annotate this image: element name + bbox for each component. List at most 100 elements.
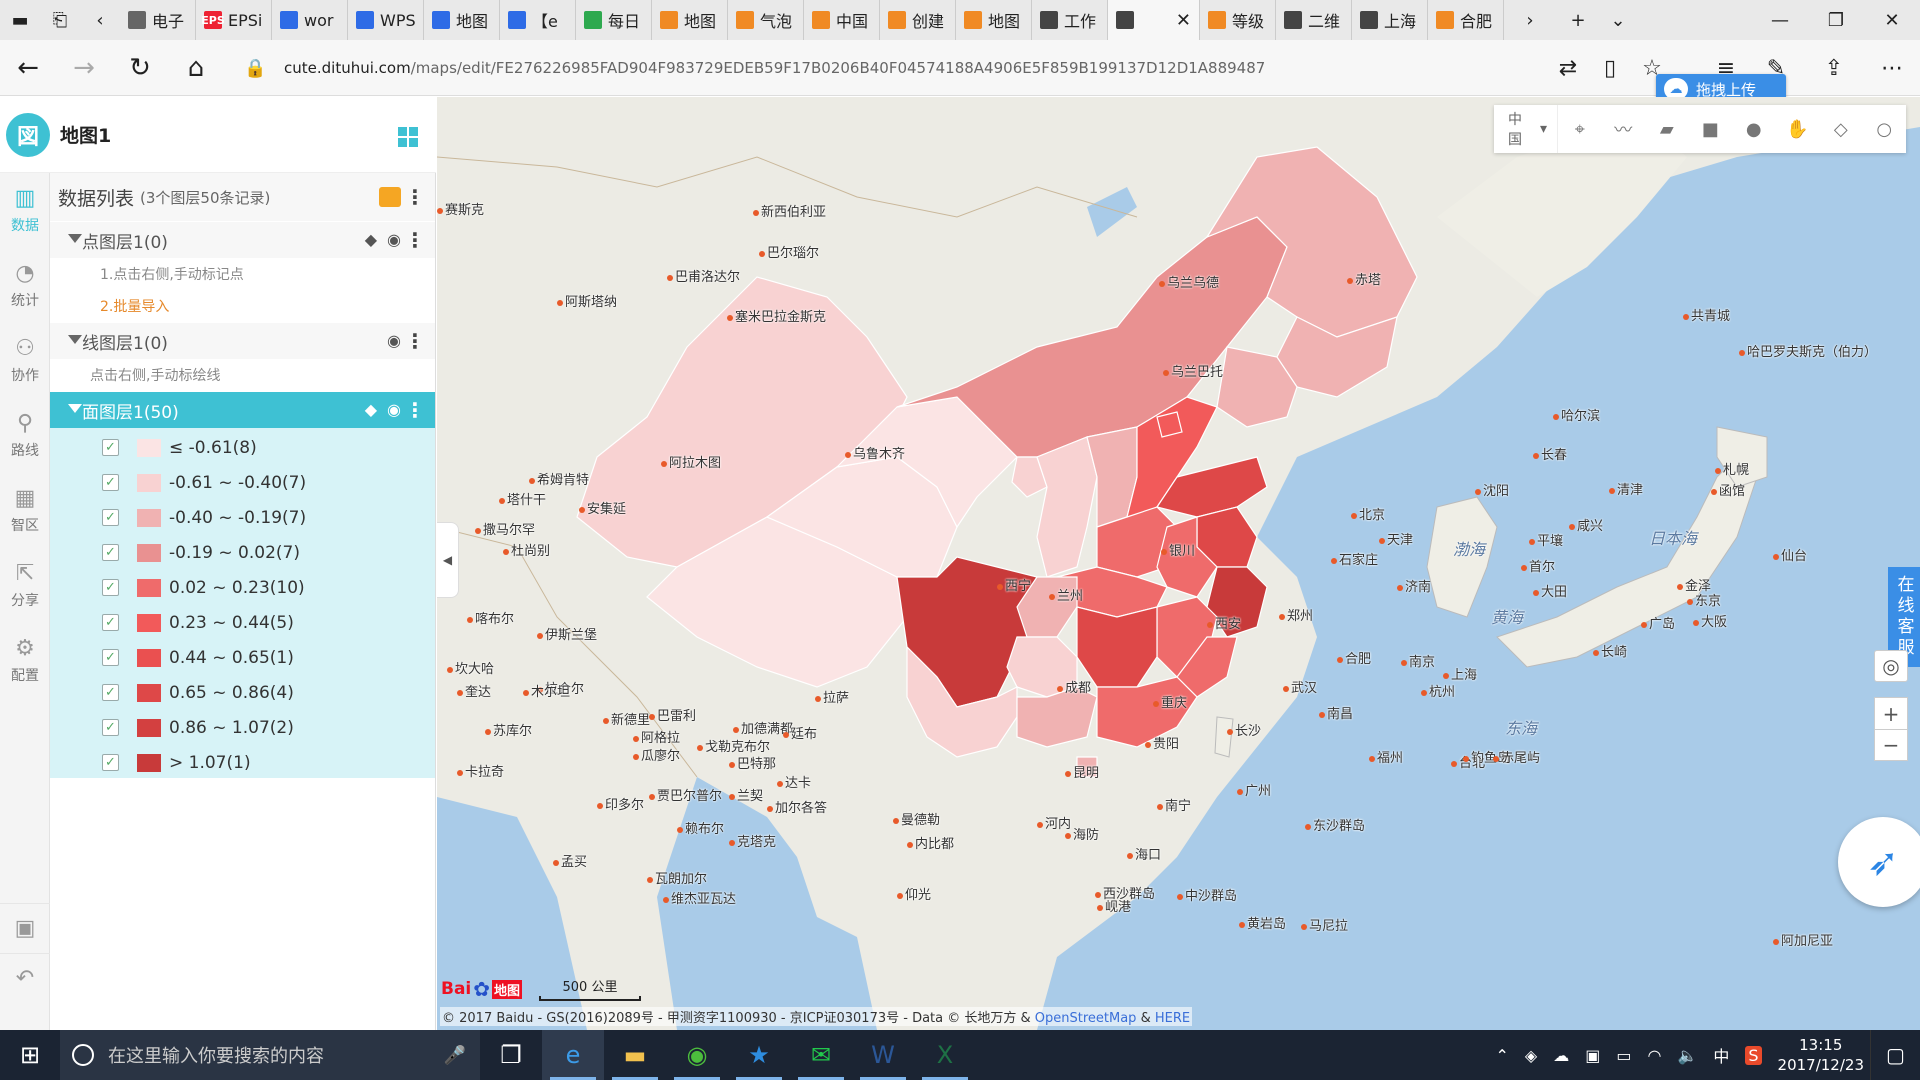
nav-item[interactable]: ◔ 统计: [0, 248, 50, 323]
browser-tab[interactable]: 创建: [880, 0, 956, 40]
close-window-icon[interactable]: ✕: [1884, 9, 1900, 31]
taskbar-search[interactable]: 在这里输入你要搜索的内容 🎤: [60, 1030, 480, 1080]
rectangle-tool-icon[interactable]: ■: [1701, 118, 1719, 140]
minimize-icon[interactable]: —: [1771, 9, 1789, 31]
browser-tab[interactable]: wor: [272, 0, 348, 40]
sogou-ime-icon[interactable]: S: [1745, 1045, 1762, 1065]
collapse-arrow-icon[interactable]: [68, 335, 82, 344]
task-view-icon[interactable]: ❐: [500, 1041, 522, 1069]
osm-link[interactable]: OpenStreetMap: [1034, 1011, 1137, 1026]
legend-checkbox[interactable]: ✓: [102, 614, 119, 631]
save-icon[interactable]: ▣: [0, 903, 50, 953]
back-icon[interactable]: ←: [17, 52, 39, 83]
wifi-icon[interactable]: ◠: [1647, 1045, 1662, 1065]
browser-tab[interactable]: 上海: [1352, 0, 1428, 40]
maximize-icon[interactable]: ❐: [1827, 9, 1845, 31]
browser-tab[interactable]: 二维: [1276, 0, 1352, 40]
browser-tab[interactable]: 等级: [1200, 0, 1276, 40]
eye-icon[interactable]: ◉: [387, 400, 401, 419]
legend-checkbox[interactable]: ✓: [102, 684, 119, 701]
set-aside-tabs-icon[interactable]: ⎗: [52, 9, 68, 31]
legend-checkbox[interactable]: ✓: [102, 439, 119, 456]
tab-preview-icon[interactable]: ⌄: [1610, 9, 1626, 31]
ime-indicator[interactable]: 中: [1713, 1047, 1730, 1066]
zoom-out-button[interactable]: −: [1874, 729, 1908, 761]
apps-grid-icon[interactable]: [398, 127, 418, 147]
legend-checkbox[interactable]: ✓: [102, 719, 119, 736]
nav-item[interactable]: ⚙ 配置: [0, 623, 50, 698]
nav-item[interactable]: ⚇ 协作: [0, 323, 50, 398]
collapse-panel-button[interactable]: ◀: [437, 522, 459, 598]
map-title[interactable]: 地图1: [60, 125, 112, 147]
collapse-arrow-icon[interactable]: [68, 404, 82, 413]
forward-icon[interactable]: →: [73, 52, 95, 83]
browser-tab[interactable]: 【e: [500, 0, 576, 40]
url-field[interactable]: 🔒 cute.dituhui.com/maps/edit/FE276226985…: [244, 50, 1544, 86]
eye-icon[interactable]: ◉: [387, 230, 401, 249]
search-icon[interactable]: ○: [1876, 118, 1893, 140]
browser-tab[interactable]: 气泡: [728, 0, 804, 40]
eraser-icon[interactable]: ◇: [1833, 118, 1848, 140]
scroll-tabs-left-icon[interactable]: ‹: [96, 9, 104, 31]
paint-bucket-icon[interactable]: ◆: [364, 230, 378, 249]
browser-tab[interactable]: ✕: [1108, 0, 1200, 40]
browser360-icon[interactable]: ◉: [666, 1030, 728, 1080]
star-app-icon[interactable]: ★: [728, 1030, 790, 1080]
tab-actions-icon[interactable]: ▬: [11, 9, 29, 31]
legend-checkbox[interactable]: ✓: [102, 544, 119, 561]
locate-icon[interactable]: ◎: [1874, 650, 1908, 682]
batch-import-link[interactable]: 2.批量导入: [100, 299, 170, 315]
browser-tab[interactable]: EPS EPSi: [196, 0, 272, 40]
nav-item[interactable]: ▦ 智区: [0, 473, 50, 548]
polygon-tool-icon[interactable]: ▰: [1659, 118, 1674, 140]
file-explorer-icon[interactable]: ▬: [604, 1030, 666, 1080]
tray-expand-icon[interactable]: ⌃: [1495, 1045, 1509, 1065]
nav-item[interactable]: ⇱ 分享: [0, 548, 50, 623]
legend-checkbox[interactable]: ✓: [102, 474, 119, 491]
polyline-tool-icon[interactable]: 〰: [1614, 120, 1633, 141]
legend-checkbox[interactable]: ✓: [102, 579, 119, 596]
bird-icon[interactable]: ➶: [1838, 817, 1920, 907]
layer-menu-icon[interactable]: ⋮: [405, 398, 425, 422]
tray-nvidia-icon[interactable]: ▣: [1585, 1045, 1601, 1065]
browser-tab[interactable]: 地图: [956, 0, 1032, 40]
line-layer-row[interactable]: 线图层1(0) ◉ ⋮: [50, 323, 435, 359]
region-select[interactable]: 中国 ▾: [1494, 105, 1559, 153]
paint-bucket-icon[interactable]: ◆: [364, 400, 378, 419]
browser-tab[interactable]: 电子: [120, 0, 196, 40]
microphone-icon[interactable]: 🎤: [443, 1044, 466, 1066]
layer-menu-icon[interactable]: ⋮: [405, 329, 425, 353]
refresh-icon[interactable]: ↻: [129, 52, 151, 83]
share-browser-icon[interactable]: ⇪: [1824, 55, 1844, 81]
collapse-arrow-icon[interactable]: [68, 234, 82, 243]
new-tab-icon[interactable]: +: [1570, 9, 1586, 31]
battery-icon[interactable]: ▭: [1616, 1045, 1632, 1065]
layer-menu-icon[interactable]: ⋮: [405, 228, 425, 252]
volume-icon[interactable]: 🔈: [1677, 1045, 1698, 1065]
browser-tab[interactable]: 合肥: [1428, 0, 1504, 40]
here-link[interactable]: HERE: [1154, 1011, 1191, 1026]
browser-tab[interactable]: 地图: [424, 0, 500, 40]
close-tab-icon[interactable]: ✕: [1175, 9, 1191, 31]
legend-checkbox[interactable]: ✓: [102, 649, 119, 666]
map-canvas[interactable]: 赛斯克 新西伯利亚 巴尔瑙尔 巴甫洛达尔 阿斯塔纳 塞米巴拉金斯克 乌兰乌德 赤塔 共青城 哈巴罗…: [437, 97, 1920, 1030]
undo-icon[interactable]: ↶: [0, 953, 50, 1003]
eye-icon[interactable]: ◉: [387, 331, 401, 350]
browser-tab[interactable]: 每日: [576, 0, 652, 40]
circle-tool-icon[interactable]: ●: [1745, 118, 1762, 140]
windows-start-icon[interactable]: ⊞: [19, 1041, 41, 1069]
nav-item[interactable]: ⚲ 路线: [0, 398, 50, 473]
layers-icon[interactable]: [379, 187, 401, 207]
tray-app-icon[interactable]: ◈: [1524, 1045, 1538, 1065]
browser-tab[interactable]: 中国: [804, 0, 880, 40]
home-icon[interactable]: ⌂: [187, 52, 205, 83]
nav-item[interactable]: ▥ 数据: [0, 173, 50, 248]
legend-checkbox[interactable]: ✓: [102, 754, 119, 771]
tray-cloud-icon[interactable]: ☁: [1553, 1045, 1570, 1065]
zoom-in-button[interactable]: +: [1874, 697, 1908, 729]
reading-view-icon[interactable]: ▯: [1603, 55, 1617, 81]
excel-icon[interactable]: X: [914, 1030, 976, 1080]
browser-tab[interactable]: 工作: [1032, 0, 1108, 40]
edge-app-icon[interactable]: e: [542, 1030, 604, 1080]
word-icon[interactable]: W: [852, 1030, 914, 1080]
